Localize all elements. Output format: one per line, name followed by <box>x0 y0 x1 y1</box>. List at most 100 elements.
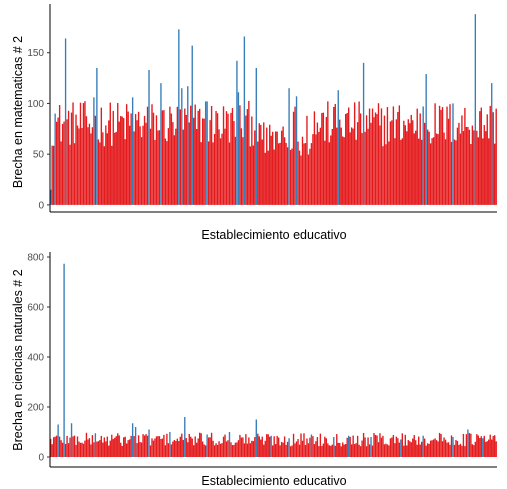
math-bar <box>69 144 71 205</box>
science-bar <box>140 442 143 457</box>
math-bar <box>255 67 257 205</box>
math-bar <box>321 113 323 205</box>
science-bar <box>181 433 183 457</box>
math-bar <box>489 105 491 205</box>
math-bar <box>224 128 226 205</box>
science-bar <box>197 438 199 457</box>
math-bar <box>108 120 110 205</box>
science-bar <box>188 433 190 457</box>
science-bar <box>464 446 466 457</box>
science-bar <box>136 443 138 457</box>
science-bar <box>213 445 216 457</box>
science-bar <box>169 432 171 457</box>
math-bar <box>315 134 317 205</box>
science-bar <box>131 423 134 457</box>
math-bar <box>188 122 190 205</box>
math-bar <box>133 131 135 205</box>
math-bars <box>50 14 497 205</box>
science-bar <box>435 440 438 457</box>
math-bar <box>349 132 351 205</box>
science-bar <box>203 444 205 457</box>
science-bar <box>398 442 401 457</box>
science-bar <box>280 441 283 457</box>
math-bar <box>356 122 359 205</box>
science-bar <box>413 435 415 457</box>
science-bar <box>440 434 442 457</box>
math-bar <box>462 131 465 205</box>
math-bar <box>361 133 363 205</box>
math-bar <box>471 125 474 205</box>
math-bar <box>249 146 252 205</box>
math-bar <box>73 143 76 205</box>
science-bar <box>450 435 453 457</box>
science-bar <box>461 445 463 457</box>
science-bar <box>139 442 141 457</box>
science-bar <box>489 434 491 457</box>
science-y-tick-label: 600 <box>27 303 44 314</box>
math-bar <box>227 113 229 205</box>
math-y-tick-label: 0 <box>38 200 44 211</box>
math-bar <box>143 115 146 205</box>
science-bar <box>274 444 277 457</box>
math-bar <box>206 101 208 205</box>
math-bar <box>234 136 237 205</box>
science-bar <box>403 445 405 457</box>
science-bar <box>125 443 128 457</box>
science-bar <box>483 435 485 457</box>
science-bar <box>425 445 427 457</box>
science-bar <box>334 445 336 457</box>
math-bar <box>90 133 92 205</box>
math-bar <box>272 131 274 205</box>
science-bar <box>342 442 344 457</box>
science-bar <box>465 434 468 457</box>
math-bar <box>359 113 362 205</box>
science-bar <box>276 435 278 457</box>
math-bar <box>164 138 167 205</box>
math-bar <box>105 125 107 205</box>
math-bar <box>416 108 418 205</box>
science-bar <box>392 435 395 457</box>
science-bar <box>222 436 225 457</box>
science-y-ticks: 0 200 400 600 800 <box>27 253 50 464</box>
math-bar <box>382 146 384 205</box>
science-bar <box>331 444 333 457</box>
science-bar <box>272 445 274 457</box>
math-bar <box>353 102 356 205</box>
math-bar <box>464 107 466 205</box>
math-bar <box>170 113 173 205</box>
math-bar <box>64 38 67 205</box>
science-bar <box>242 437 244 457</box>
math-bar <box>343 137 345 205</box>
math-bar <box>228 142 231 205</box>
science-bar <box>485 441 487 457</box>
math-bar <box>54 113 56 205</box>
math-bar <box>458 122 460 205</box>
science-bar <box>441 441 444 457</box>
science-bar <box>479 438 481 457</box>
math-bar <box>479 111 481 205</box>
math-bar <box>301 136 304 205</box>
science-bar <box>254 437 256 457</box>
science-bar <box>58 436 61 457</box>
math-bar <box>294 106 296 205</box>
math-bar <box>131 97 134 205</box>
math-bar <box>263 122 265 205</box>
science-bar <box>263 444 265 457</box>
science-bar <box>261 436 263 457</box>
science-bar <box>415 440 417 457</box>
math-bar <box>146 106 149 205</box>
math-bar <box>488 138 490 205</box>
math-bar <box>340 127 342 205</box>
science-bar <box>231 445 234 457</box>
math-bar <box>422 106 424 205</box>
math-bar <box>447 118 450 205</box>
math-bar <box>292 111 295 205</box>
math-bar <box>477 137 479 205</box>
science-bar <box>423 438 426 457</box>
math-bar <box>385 144 387 205</box>
science-bar <box>404 434 406 457</box>
math-bar <box>352 128 354 205</box>
math-bar <box>370 122 372 205</box>
math-bar <box>160 83 162 205</box>
math-bar <box>169 106 171 205</box>
